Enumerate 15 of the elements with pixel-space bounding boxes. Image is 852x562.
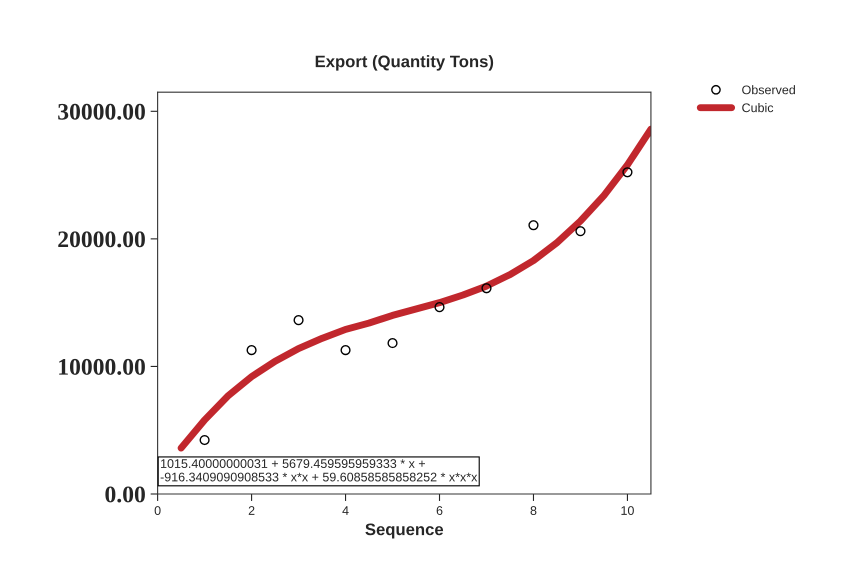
x-tick-label: 10	[621, 506, 634, 515]
y-tick-label: 10000.00	[59, 358, 145, 375]
legend-label: Observed	[742, 85, 795, 94]
x-tick-label: 6	[436, 506, 442, 515]
chart-title: Export (Quantity Tons)	[316, 55, 494, 71]
x-axis-title: Sequence	[365, 523, 444, 539]
legend-label: Cubic	[742, 103, 774, 112]
x-tick-label: 2	[248, 506, 254, 515]
x-tick-label: 4	[342, 506, 349, 515]
x-tick-label: 8	[530, 506, 536, 515]
y-tick-label: 0.00	[105, 486, 145, 503]
annotation: 1015.40000000031 + 5679.459595959333 * x + -916.3409090908533 * x*x + 59.60858585858252 * x*x*x	[160, 459, 478, 482]
x-tick-label: 0	[154, 506, 161, 515]
y-tick-label: 20000.00	[58, 231, 145, 248]
y-tick-label: 30000.00	[58, 104, 145, 120]
